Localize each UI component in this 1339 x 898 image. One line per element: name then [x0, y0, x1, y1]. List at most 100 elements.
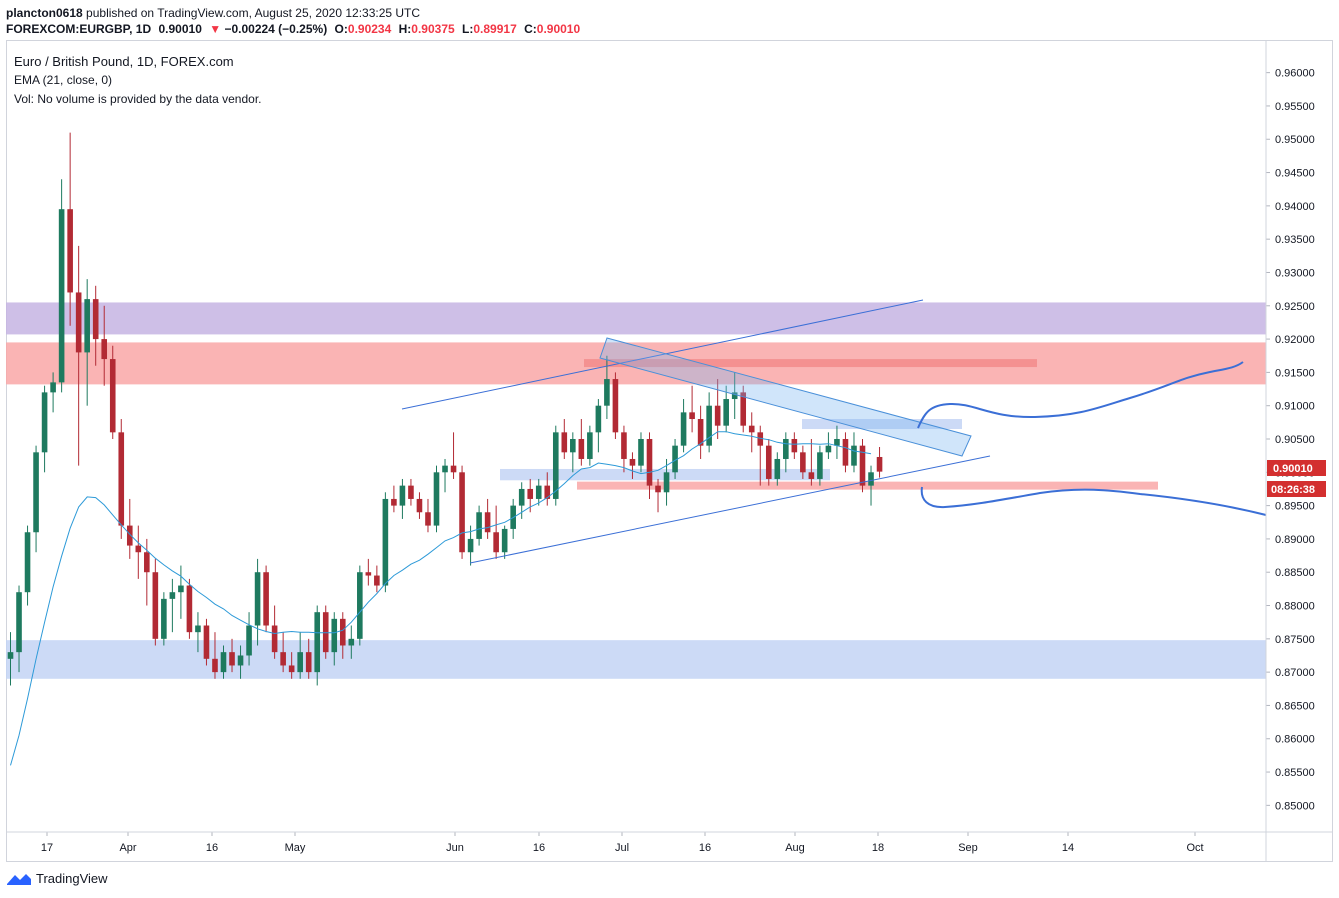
lower-trendline[interactable] [469, 455, 991, 564]
candle[interactable] [135, 525, 142, 579]
candle[interactable] [544, 472, 551, 506]
candle[interactable] [348, 625, 355, 659]
candle[interactable] [587, 425, 593, 466]
publisher-name[interactable]: plancton0618 [6, 6, 83, 20]
candle[interactable] [800, 445, 806, 479]
candle[interactable] [697, 405, 704, 459]
candle[interactable] [365, 558, 372, 586]
candle[interactable] [169, 578, 176, 633]
candle[interactable] [570, 432, 576, 473]
candle[interactable] [459, 465, 465, 559]
candle[interactable] [374, 565, 380, 593]
candle[interactable] [501, 525, 508, 559]
candle[interactable] [493, 505, 499, 559]
candle[interactable] [391, 485, 397, 513]
tradingview-logo-icon[interactable] [6, 872, 32, 886]
candle[interactable] [41, 385, 48, 473]
candle[interactable] [621, 425, 627, 473]
candle[interactable] [663, 458, 670, 506]
candle[interactable] [484, 498, 491, 539]
candle[interactable] [84, 279, 90, 406]
blue-band-upper[interactable] [802, 419, 962, 430]
candle[interactable] [229, 638, 235, 673]
candle[interactable] [578, 419, 585, 466]
candle[interactable] [101, 305, 108, 386]
candle[interactable] [305, 638, 312, 679]
candle[interactable] [186, 578, 193, 639]
candle[interactable] [118, 419, 125, 539]
candle[interactable] [416, 492, 423, 519]
candle[interactable] [263, 565, 269, 633]
candle[interactable] [212, 632, 218, 679]
projection-lower-path[interactable] [920, 486, 1267, 516]
legend-volume[interactable]: Vol: No volume is provided by the data v… [14, 92, 262, 106]
candle[interactable] [672, 438, 678, 479]
candle[interactable] [714, 379, 721, 439]
candle[interactable] [680, 399, 687, 453]
candle[interactable] [126, 498, 133, 559]
red-band-mid[interactable] [577, 481, 1158, 490]
candle[interactable] [357, 565, 363, 646]
candle[interactable] [783, 432, 789, 473]
candle[interactable] [178, 565, 184, 619]
candle[interactable] [331, 612, 338, 666]
candle[interactable] [280, 632, 286, 673]
candle[interactable] [271, 605, 278, 659]
candle[interactable] [561, 419, 568, 459]
candle[interactable] [246, 612, 252, 666]
candle[interactable] [442, 458, 448, 493]
candle[interactable] [195, 612, 201, 653]
candle[interactable] [689, 385, 695, 433]
candle[interactable] [58, 179, 65, 393]
candle[interactable] [16, 585, 22, 673]
candle[interactable] [314, 605, 321, 686]
candle[interactable] [834, 425, 840, 459]
candle[interactable] [408, 478, 414, 506]
candle[interactable] [67, 132, 73, 326]
candle[interactable] [740, 385, 747, 433]
candle[interactable] [24, 525, 31, 606]
candle[interactable] [75, 245, 82, 466]
candle[interactable] [851, 432, 857, 473]
red-band-top[interactable] [584, 359, 1037, 368]
candle[interactable] [152, 558, 159, 646]
candle[interactable] [629, 452, 636, 479]
candle[interactable] [237, 645, 244, 679]
candle[interactable] [646, 432, 653, 499]
candle[interactable] [92, 285, 99, 366]
candle[interactable] [50, 372, 56, 413]
upper-purple-zone[interactable] [6, 302, 1266, 335]
candle[interactable] [731, 372, 738, 420]
candle[interactable] [825, 432, 832, 459]
candle[interactable] [425, 498, 431, 533]
candle[interactable] [254, 558, 261, 646]
lower-blue-zone[interactable] [6, 640, 1266, 679]
candle[interactable] [109, 345, 116, 439]
candle[interactable] [817, 445, 823, 486]
candle[interactable] [322, 605, 329, 659]
candle[interactable] [774, 452, 781, 486]
symbol-label[interactable]: FOREXCOM:EURGBP, 1D [6, 22, 152, 36]
candle[interactable] [552, 425, 559, 506]
candle[interactable] [723, 385, 729, 433]
candle[interactable] [868, 465, 874, 506]
candle[interactable] [748, 412, 755, 453]
candle[interactable] [612, 372, 619, 439]
candle[interactable] [297, 632, 303, 679]
candle[interactable] [161, 592, 167, 646]
upper-trendline[interactable] [401, 299, 924, 410]
legend-title[interactable]: Euro / British Pound, 1D, FOREX.com [14, 54, 234, 69]
candle[interactable] [476, 505, 482, 546]
candle[interactable] [450, 432, 457, 479]
candle[interactable] [808, 438, 815, 486]
candle[interactable] [706, 392, 712, 453]
candle[interactable] [757, 425, 764, 486]
candle[interactable] [433, 465, 440, 533]
candle[interactable] [535, 478, 542, 506]
candle[interactable] [382, 492, 389, 593]
footer-brand[interactable]: TradingView [36, 871, 108, 886]
candle[interactable] [7, 632, 14, 686]
descending-channel[interactable] [599, 337, 972, 457]
candle[interactable] [876, 446, 883, 478]
